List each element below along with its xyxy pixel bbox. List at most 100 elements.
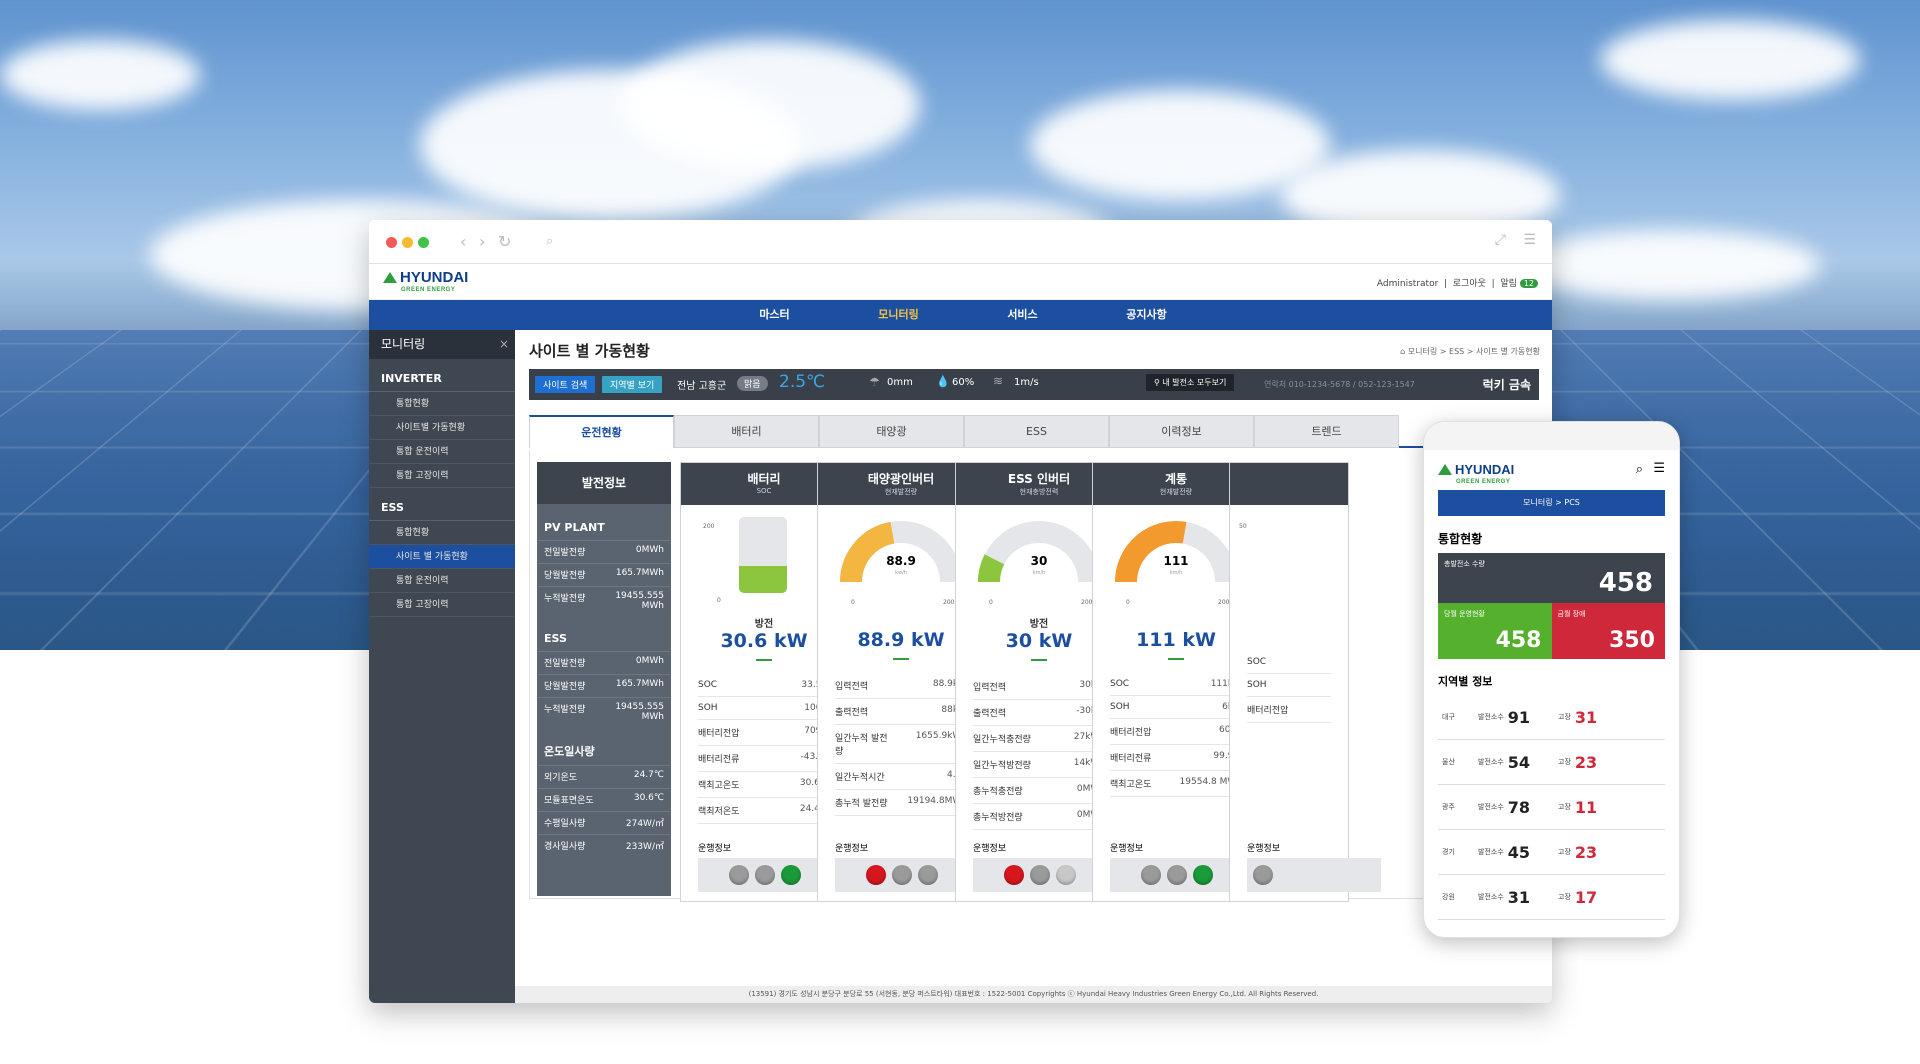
status-light: [1056, 865, 1076, 885]
status-card: 50 SOC SOH 배터리전압 운행정보: [1229, 462, 1349, 902]
tab-panel: 발전정보 PV PLANT 전일발전량 0MWh 당월발전량 165.7MWh 누적발전량…: [529, 450, 1539, 899]
brand-logo[interactable]: HYUNDAI GREEN ENERGY: [383, 272, 468, 296]
info-row-value: 0MWh: [636, 656, 664, 670]
info-row-label: 누적발전량: [544, 702, 585, 722]
logout-link[interactable]: 로그아웃: [1453, 279, 1486, 289]
metric-row: 일간누적충전량 27kWh: [973, 726, 1105, 752]
pin-icon: ⚲: [1154, 378, 1160, 387]
utility-links: Administrator | 로그아웃 | 알림 12: [1377, 276, 1538, 289]
operation-info: 운행정보: [1247, 841, 1381, 892]
mobile-brand-logo[interactable]: HYUNDAI GREEN ENERGY: [1438, 464, 1514, 488]
semicircle-gauge: 30 km/h 0 200: [974, 517, 1104, 607]
metric-row: 입력전력 88.9kW: [835, 673, 967, 699]
sidebar-item-ess-site-status[interactable]: 사이트 별 가동현황: [369, 545, 515, 569]
metric-row: 배터리전류 -43.1A: [698, 746, 830, 772]
region-row[interactable]: 대구 발전소수 91 고장 31: [1438, 695, 1665, 740]
metric-row: 입력전력30kW: [973, 674, 1105, 700]
refresh-icon[interactable]: ↻: [498, 232, 511, 251]
all-plants-button[interactable]: ⚲ 내 발전소 모두보기: [1146, 374, 1234, 391]
metric-row: 배터리전류 99.9%: [1110, 745, 1242, 771]
tab-history[interactable]: 이력정보: [1109, 415, 1254, 448]
tab-ess[interactable]: ESS: [964, 415, 1109, 448]
total-plants-card: 총발전소 수량 458: [1438, 553, 1665, 603]
info-row-value: 19455.555 MWh: [612, 702, 664, 722]
alarm-link[interactable]: 알림: [1500, 279, 1517, 289]
minimize-dot[interactable]: [402, 237, 413, 248]
metric-row: 출력전력 -30kW: [973, 700, 1105, 726]
sidebar-item-inverter-overview[interactable]: 통합현황: [369, 392, 515, 416]
expand-icon[interactable]: ⤢: [1495, 232, 1506, 248]
gnb-service[interactable]: 서비스: [961, 300, 1085, 330]
mobile-device: HYUNDAI GREEN ENERGY ⌕ ☰ 모니터링 > PCS 통합현황 …: [1423, 421, 1680, 938]
info-row-value: 30.6℃: [634, 793, 664, 807]
gnb-monitoring[interactable]: 모니터링: [837, 300, 961, 330]
info-row-label: 전일발전량: [544, 656, 585, 670]
info-row-value: 233W/㎡: [626, 839, 664, 853]
sidebar-item-ess-fault-history[interactable]: 통합 고장이력: [369, 593, 515, 617]
status-light: [1193, 865, 1213, 885]
info-row-value: 24.7℃: [634, 770, 664, 784]
metric-row: 랙최고온도 30.6℃: [698, 772, 830, 798]
gnb-master[interactable]: 마스터: [713, 300, 837, 330]
home-icon[interactable]: ⌂: [1400, 347, 1405, 356]
search-icon[interactable]: ⌕: [546, 234, 553, 249]
weather-badge: 맑음: [737, 376, 768, 391]
region-view-button[interactable]: 지역별 보기: [602, 376, 662, 393]
info-row-label: 경사일사량: [544, 839, 585, 853]
status-light: [866, 865, 886, 885]
fault-card[interactable]: 금월 장애 350: [1552, 603, 1666, 659]
search-icon[interactable]: ⌕: [1636, 462, 1643, 477]
metric-row: 랙최저온도 24.4℃: [698, 798, 830, 824]
mobile-status-bar: [1424, 422, 1679, 450]
info-row: 전일발전량 0MWh: [537, 651, 671, 674]
region-row[interactable]: 울산 발전소수 54 고장 23: [1438, 740, 1665, 785]
sidebar-item-inverter-fault-history[interactable]: 통합 고장이력: [369, 464, 515, 488]
close-dot[interactable]: [386, 237, 397, 248]
sidebar-item-ess-operation-history[interactable]: 통합 운전이력: [369, 569, 515, 593]
tab-operation[interactable]: 운전현황: [529, 415, 674, 448]
status-light: [1004, 865, 1024, 885]
main-content: 사이트 별 가동현황 ⌂ 모니터링 > ESS > 사이트 별 가동현황 사이트…: [515, 330, 1552, 1003]
region-row[interactable]: 강원 발전소수 31 고장 17: [1438, 875, 1665, 920]
tab-battery[interactable]: 배터리: [674, 415, 819, 448]
site-search-button[interactable]: 사이트 검색: [535, 376, 595, 393]
menu-icon[interactable]: ☰: [1653, 461, 1665, 476]
metric-row: SOH6kW: [1110, 696, 1242, 719]
operation-info: 운행정보: [698, 841, 832, 892]
info-row: 누적발전량 19455.555 MWh: [537, 586, 671, 615]
status-light: [729, 865, 749, 885]
operation-info: 운행정보: [1110, 841, 1244, 892]
tab-solar[interactable]: 태양광: [819, 415, 964, 448]
sidebar-group-inverter[interactable]: INVERTER: [369, 359, 515, 392]
sidebar-group-ess[interactable]: ESS: [369, 488, 515, 521]
chevron-left-icon[interactable]: ‹: [460, 232, 466, 251]
breadcrumb: ⌂ 모니터링 > ESS > 사이트 별 가동현황: [1400, 346, 1540, 357]
chevron-right-icon[interactable]: ›: [479, 232, 485, 251]
menu-icon[interactable]: ☰: [1523, 232, 1536, 248]
sidebar-item-ess-overview[interactable]: 통합현황: [369, 521, 515, 545]
region-row[interactable]: 경기 발전소수 45 고장 23: [1438, 830, 1665, 875]
mobile-breadcrumb[interactable]: 모니터링 > PCS: [1438, 490, 1665, 516]
maximize-dot[interactable]: [418, 237, 429, 248]
metric-row: SOC 111kW: [1110, 673, 1242, 696]
tab-trend[interactable]: 트렌드: [1254, 415, 1399, 448]
generation-info-panel: 발전정보 PV PLANT 전일발전량 0MWh 당월발전량 165.7MWh 누적발전량…: [537, 462, 671, 896]
metric-row: SOH: [1247, 674, 1331, 697]
status-light: [1030, 865, 1050, 885]
gnb-notice[interactable]: 공지사항: [1085, 300, 1209, 330]
info-row-value: 274W/㎡: [626, 816, 664, 830]
close-icon[interactable]: ×: [499, 330, 509, 359]
info-row: 당월발전량 165.7MWh: [537, 563, 671, 586]
sidebar-item-inverter-operation-history[interactable]: 통합 운전이력: [369, 440, 515, 464]
sidebar-item-inverter-site-status[interactable]: 사이트별 가동현황: [369, 416, 515, 440]
metric-row: 랙최고온도 19554.8 MWh: [1110, 771, 1242, 797]
status-light: [1167, 865, 1187, 885]
info-row: 전일발전량 0MWh: [537, 540, 671, 563]
normal-card[interactable]: 당월 운영현황 458: [1438, 603, 1552, 659]
site-info-bar: 사이트 검색 지역별 보기 전남 고흥군 맑음 2.5℃ ☂ 0mm 💧 60%…: [529, 369, 1539, 400]
info-row-label: 전일발전량: [544, 545, 585, 559]
status-light: [918, 865, 938, 885]
region-row[interactable]: 광주 발전소수 78 고장 11: [1438, 785, 1665, 830]
info-row: 수평일사량 274W/㎡: [537, 811, 671, 834]
page-title: 사이트 별 가동현황: [529, 340, 650, 361]
